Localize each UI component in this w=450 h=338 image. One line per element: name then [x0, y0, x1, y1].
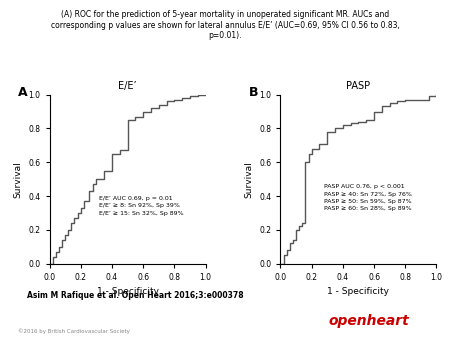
X-axis label: 1 - Specificity: 1 - Specificity	[328, 287, 390, 296]
Text: E/E’: E/E’	[118, 81, 137, 91]
Text: PASP AUC 0.76, p < 0.001
PASP ≥ 40: Sn 72%, Sp 76%
PASP ≥ 50: Sn 59%, Sp 87%
PAS: PASP AUC 0.76, p < 0.001 PASP ≥ 40: Sn 7…	[324, 184, 412, 211]
Y-axis label: Survival: Survival	[14, 161, 23, 197]
Text: (A) ROC for the prediction of 5-year mortality in unoperated significant MR. AUC: (A) ROC for the prediction of 5-year mor…	[50, 10, 400, 40]
Text: A: A	[18, 86, 28, 99]
Y-axis label: Survival: Survival	[245, 161, 254, 197]
Text: openheart: openheart	[328, 314, 409, 328]
Text: E/E’ AUC 0.69, p = 0.01
E/E’ ≥ 8: Sn 92%, Sp 39%
E/E’ ≥ 15: Sn 32%, Sp 89%: E/E’ AUC 0.69, p = 0.01 E/E’ ≥ 8: Sn 92%…	[99, 196, 184, 216]
Text: Asim M Rafique et al. Open Heart 2016;3:e000378: Asim M Rafique et al. Open Heart 2016;3:…	[27, 291, 243, 300]
Text: ©2016 by British Cardiovascular Society: ©2016 by British Cardiovascular Society	[18, 328, 130, 334]
Text: B: B	[249, 86, 259, 99]
X-axis label: 1 - Specificity: 1 - Specificity	[96, 287, 158, 296]
Text: PASP: PASP	[346, 81, 370, 91]
